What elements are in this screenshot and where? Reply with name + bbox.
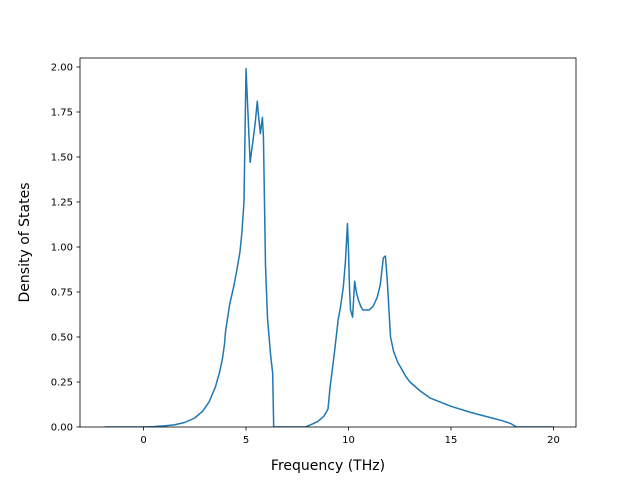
x-axis-label: Frequency (THz) — [271, 458, 385, 474]
axes-frame — [79, 57, 577, 428]
y-tick-label: 0.25 — [51, 378, 73, 389]
dos-series-line — [104, 68, 554, 427]
y-tick-label: 0.75 — [51, 288, 73, 299]
y-axis-label: Density of States — [17, 183, 33, 303]
x-tick-label: 5 — [243, 435, 249, 446]
x-tick-label: 10 — [342, 435, 355, 446]
x-tick-label: 0 — [140, 435, 146, 446]
y-tick-label: 1.75 — [51, 108, 73, 119]
y-tick-label: 1.25 — [51, 198, 73, 209]
y-tick-label: 2.00 — [51, 63, 73, 74]
plot-area — [104, 68, 554, 427]
y-tick-label: 0.50 — [51, 333, 73, 344]
x-tick-label: 15 — [445, 435, 458, 446]
y-tick-label: 1.00 — [51, 243, 73, 254]
x-tick-label: 20 — [547, 435, 560, 446]
axes: 0 5 10 15 20 0.00 0.25 0.50 0.75 1.00 1.25 1.50 1.75… — [51, 57, 577, 446]
y-tick-label: 0.00 — [51, 423, 73, 434]
y-tick-label: 1.50 — [51, 153, 73, 164]
